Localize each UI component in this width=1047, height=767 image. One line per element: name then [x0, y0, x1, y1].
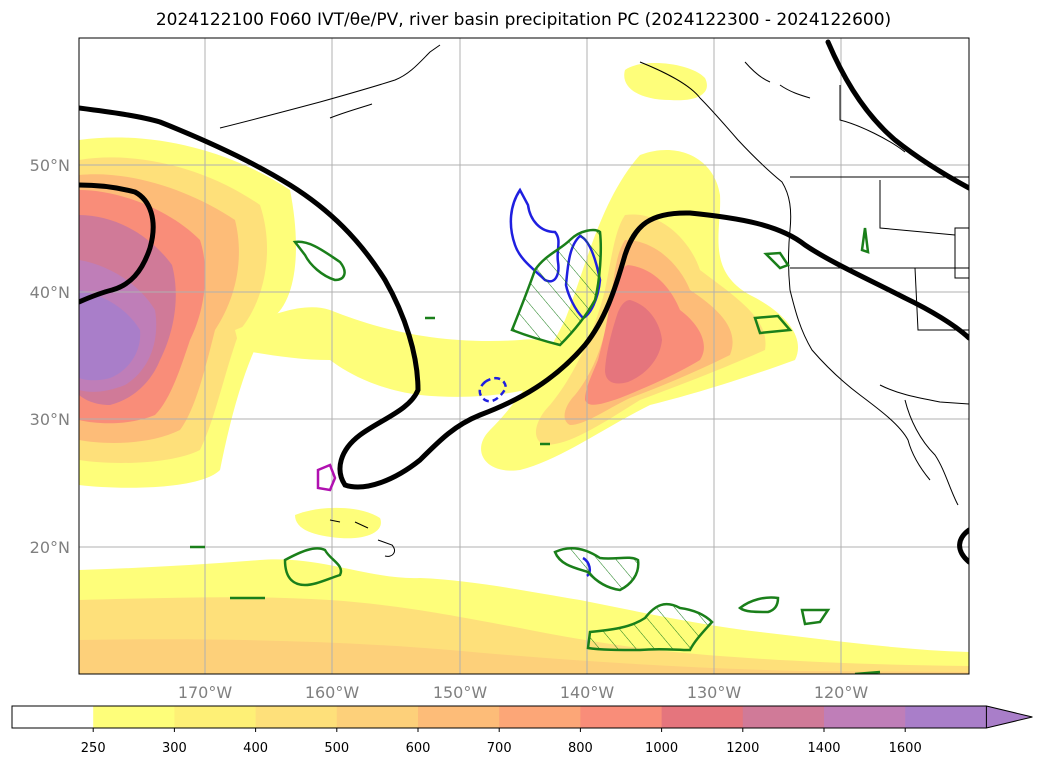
lon-labels: 170°W 160°W 150°W 140°W 130°W 120°W: [178, 683, 869, 702]
magenta-contour: [316, 463, 337, 492]
colorbar: 250 300 400 500 600 700 800 1000 1200 1400 1600: [11, 705, 1033, 756]
colorbar-segment: [174, 706, 257, 728]
colorbar-tick-label: 400: [243, 741, 268, 756]
colorbar-tick-label: 600: [406, 741, 431, 756]
colorbar-segment: [255, 706, 338, 728]
colorbar-segment: [742, 706, 825, 728]
lat-label: 50°N: [30, 156, 70, 175]
colorbar-extend-arrow: [985, 705, 1033, 729]
lat-labels: 50°N 40°N 30°N 20°N: [30, 156, 70, 557]
colorbar-tick-label: 1000: [645, 741, 678, 756]
precip-pc-contours: [190, 227, 881, 674]
colorbar-segment: [580, 706, 663, 728]
ivt-shading: [79, 63, 969, 674]
lon-label: 140°W: [560, 683, 615, 702]
colorbar-tick-label: 800: [568, 741, 593, 756]
coastlines: [219, 44, 969, 557]
colorbar-segment: [418, 706, 500, 728]
colorbar-segment: [905, 706, 987, 728]
lon-label: 160°W: [305, 683, 360, 702]
colorbar-tick-label: 1400: [807, 741, 840, 756]
colorbar-segment: [661, 706, 744, 728]
theta-e-contours: [79, 39, 969, 565]
lon-label: 130°W: [687, 683, 742, 702]
colorbar-tick-label: 1600: [889, 741, 922, 756]
colorbar-segment: [93, 706, 175, 728]
lat-label: 20°N: [30, 538, 70, 557]
lat-label: 30°N: [30, 410, 70, 429]
colorbar-tick-label: 250: [81, 741, 106, 756]
colorbar-segment: [336, 706, 419, 728]
lon-label: 170°W: [178, 683, 233, 702]
colorbar-segment: [499, 706, 581, 728]
colorbar-tick-label: 1200: [726, 741, 759, 756]
map-title: 2024122100 F060 IVT/θe/PV, river basin p…: [155, 10, 892, 30]
lon-label: 120°W: [814, 683, 869, 702]
colorbar-segment: [12, 706, 94, 728]
lat-label: 40°N: [30, 283, 70, 302]
plot-frame: [78, 37, 970, 675]
colorbar-tick-label: 500: [324, 741, 349, 756]
lon-label: 150°W: [433, 683, 488, 702]
colorbar-tick-label: 300: [162, 741, 187, 756]
colorbar-segment: [824, 706, 906, 728]
colorbar-tick-label: 700: [487, 741, 512, 756]
